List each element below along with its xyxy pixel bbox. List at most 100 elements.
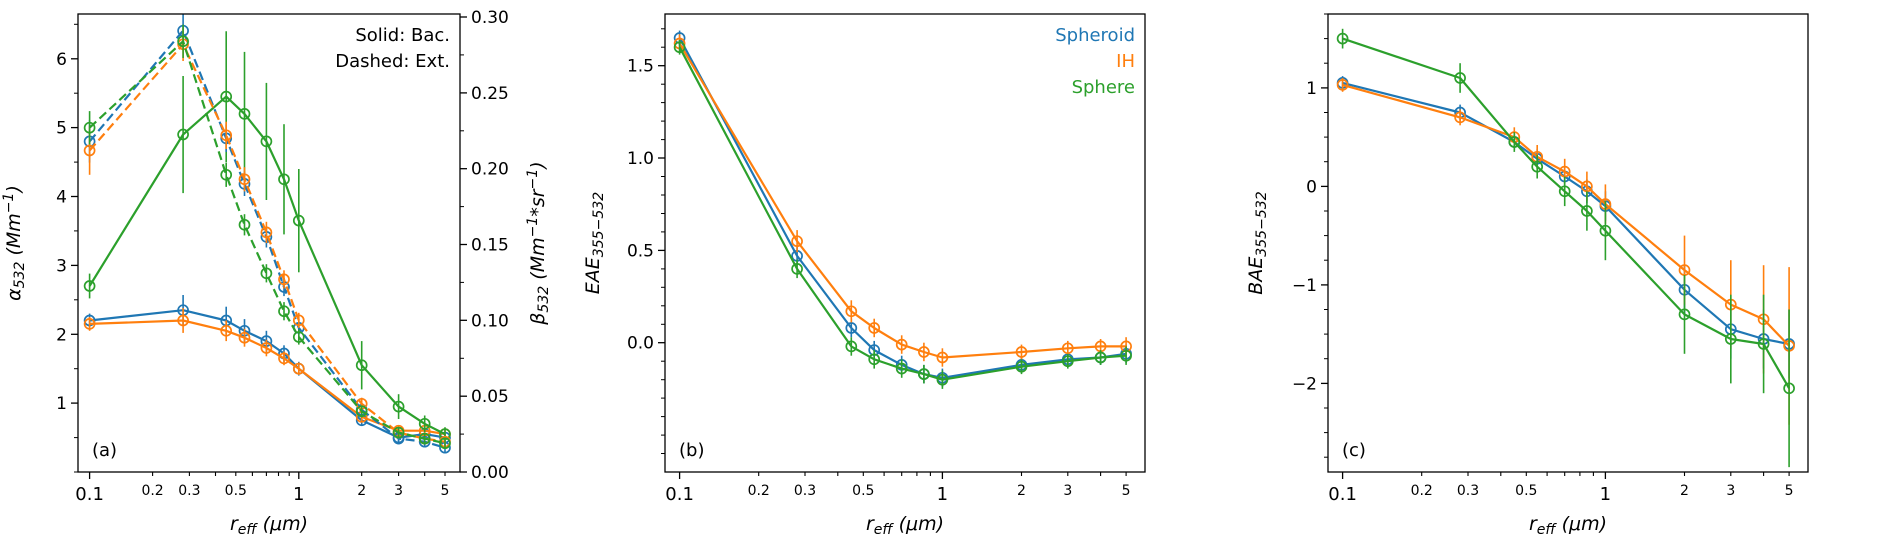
series-line-spheroid [678,37,1127,379]
data-marker-sphere-extinction [220,168,233,181]
data-marker-sphere-backscatter [220,90,233,103]
y2-axis-title: β532 (Mm−1*sr−1) [525,161,552,325]
x-tick-label: 2 [357,483,366,499]
x-tick-label: 1 [937,484,948,505]
series-line-ih [678,42,1127,359]
x-tick-label: 0.3 [1457,483,1479,499]
y-tick-label: 0.0 [627,334,654,354]
data-marker-sphere-extinction [238,218,251,231]
data-marker-sphere-extinction [177,35,189,48]
series-line-sphere [1342,37,1791,389]
panel-a-container: 0.1 1 0.2 0.3 0.5 2 3 5 1 2 3 4 5 6 0.00 0.05 0.10 0.15 0.… [0,0,565,541]
legend-item: Dashed: Ext. [335,51,450,72]
data-marker-ih-backscatter [260,342,273,354]
data-marker-ih-backscatter [278,352,290,365]
x-tick-label: 5 [441,483,450,499]
y-tick-label: 1 [1306,79,1317,99]
x-tick-label: 5 [1785,483,1794,499]
data-marker-sphere [1336,32,1349,45]
y-tick-label: 0.5 [627,241,654,261]
data-marker-ih-extinction [260,226,273,239]
series-line-ih [1342,83,1790,347]
x-axis-title: reff (μm) [1529,513,1607,538]
data-marker-sphere-extinction [260,267,273,280]
y2-tick-label: 0.05 [471,387,509,407]
plot-frame [77,13,461,473]
data-marker-sphere [1015,360,1028,373]
x-tick-label: 0.2 [748,483,770,499]
series-line-spheroid [1342,81,1790,346]
data-marker-ih [1336,79,1349,91]
data-marker-ih [918,346,930,358]
data-marker-sphere-backscatter [278,173,290,186]
y-axis-title: α532 (Mm−1) [1,185,28,301]
series-layer [1336,28,1795,468]
data-marker-ih-backscatter [220,324,233,337]
plot-frame [1327,13,1809,473]
data-marker-sphere-backscatter [83,280,96,292]
data-marker-sphere [868,353,881,366]
y-axis-title: EAE355−532 [582,192,607,294]
data-marker-sphere [845,340,858,353]
x-tick-label: 1 [293,484,304,505]
data-marker-sphere-extinction [292,331,305,343]
data-marker-ih-extinction [292,314,305,327]
y-tick-label: −1 [1292,276,1317,296]
x-tick-label: 0.5 [852,483,874,499]
data-marker-sphere-backscatter [260,135,273,148]
x-tick-label: 0.2 [141,483,163,499]
data-marker-sphere-backscatter [238,108,251,120]
data-marker-sphere-extinction [83,121,96,134]
data-marker-ih-backscatter [292,362,305,375]
data-marker-ih [895,338,908,351]
legend-item: IH [1116,51,1135,72]
y-tick-label: −2 [1292,374,1317,394]
y-tick-label: 2 [56,325,67,345]
x-axis-title: reff (μm) [230,513,308,538]
series-layer [673,30,1132,389]
y-tick-label: 4 [56,188,67,208]
x-tick-label: 0.2 [1411,483,1433,499]
data-marker-sphere [1120,349,1132,362]
y-tick-label: 5 [56,119,67,139]
data-marker-sphere [1678,308,1691,321]
y2-tick-label: 0.20 [471,160,509,180]
x-tick-label: 0.1 [75,484,104,505]
data-marker-ih-backscatter [83,318,96,330]
panel-letter: (a) [92,440,117,461]
data-marker-sphere [1581,205,1593,217]
data-marker-sphere [1757,338,1770,350]
data-marker-sphere [1094,351,1107,364]
data-marker-ih-extinction [83,144,96,157]
x-tick-label: 3 [394,483,403,499]
chart-panel-a: 0.1 1 0.2 0.3 0.5 2 3 5 1 2 3 4 5 6 0.00 0.05 0.10 0.15 0.… [1,8,552,538]
series-layer [83,14,451,454]
x-tick-label: 0.1 [665,484,694,505]
data-marker-sphere-backscatter [177,128,189,141]
x-tick-label: 3 [1726,483,1735,499]
data-marker-sphere-backscatter [355,359,368,372]
data-marker-sphere-extinction [392,426,405,439]
x-tick-label: 3 [1063,483,1072,499]
data-marker-ih-extinction [238,173,251,186]
data-marker-sphere-backscatter [418,417,431,430]
x-axis-title: reff (μm) [866,513,944,538]
series-line-sphere-backscatter [88,95,446,436]
x-tick-label: 2 [1017,483,1026,499]
data-marker-sphere-extinction [418,432,431,445]
x-tick-label: 0.3 [794,483,816,499]
data-marker-sphere-backscatter [292,214,305,227]
y2-tick-label: 0.30 [471,8,509,28]
panel-letter: (b) [679,440,704,461]
data-marker-sphere-backscatter [392,400,405,413]
data-marker-sphere-extinction [278,305,290,318]
chart-panel-b: 0.1 1 0.2 0.3 0.5 2 3 5 0.0 0.5 1.0 1.5 reff (μm) EAE… [582,13,1146,538]
y2-tick-label: 0.15 [471,236,509,256]
x-tick-label: 5 [1122,483,1131,499]
x-tick-label: 0.1 [1328,484,1357,505]
data-marker-sphere [1531,160,1544,173]
data-marker-ih-backscatter [238,331,251,344]
x-tick-label: 0.3 [178,483,200,499]
series-line-ih-extinction [88,43,446,443]
